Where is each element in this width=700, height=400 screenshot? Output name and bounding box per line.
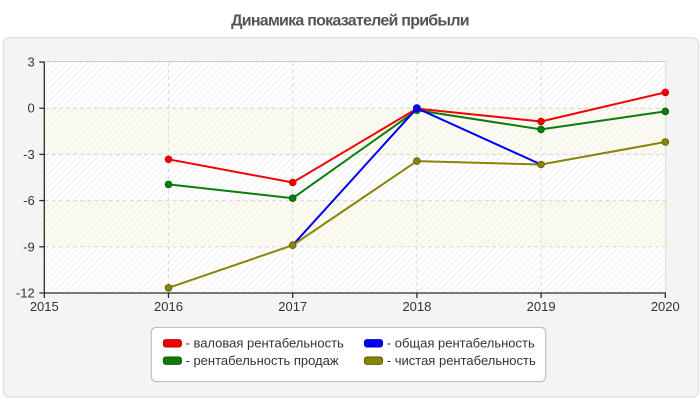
svg-text:Динамика показателей прибыли: Динамика показателей прибыли [231,12,469,29]
svg-text:0: 0 [27,101,34,116]
svg-text:2017: 2017 [278,299,307,314]
svg-text:2018: 2018 [402,299,431,314]
svg-text:2020: 2020 [651,299,680,314]
svg-text:- общая рентабельность: - общая рентабельность [387,336,535,351]
svg-text:- валовая рентабельность: - валовая рентабельность [186,336,345,351]
svg-text:2015: 2015 [30,299,59,314]
svg-text:-12: -12 [16,286,35,301]
svg-text:-3: -3 [23,147,35,162]
svg-text:-6: -6 [23,193,35,208]
svg-text:2016: 2016 [154,299,183,314]
svg-text:- чистая рентабельность: - чистая рентабельность [387,353,536,368]
svg-text:3: 3 [27,55,34,70]
svg-text:- рентабельность продаж: - рентабельность продаж [186,353,339,368]
svg-text:2019: 2019 [527,299,556,314]
svg-text:-9: -9 [23,239,35,254]
